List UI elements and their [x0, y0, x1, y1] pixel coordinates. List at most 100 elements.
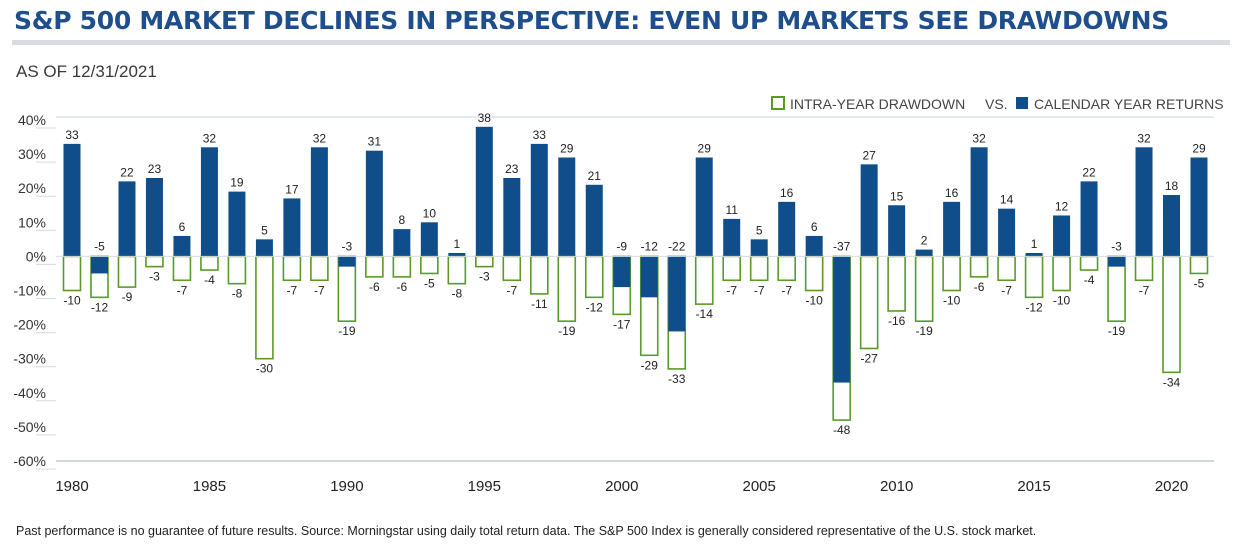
- drawdown-bar: [1162, 255, 1181, 374]
- y-tick-label: 20%: [18, 180, 46, 196]
- return-value-label: 32: [1137, 131, 1151, 145]
- return-value-label: 18: [1165, 179, 1179, 193]
- return-bar: [145, 177, 163, 257]
- return-bar: [860, 164, 878, 257]
- drawdown-value-label: -7: [287, 283, 298, 297]
- drawdown-bar: [694, 255, 714, 305]
- drawdown-bar: [145, 255, 164, 268]
- return-value-label: 5: [261, 223, 268, 237]
- drawdown-bar: [282, 255, 302, 282]
- drawdown-bar: [969, 255, 989, 278]
- y-tick-label: -50%: [13, 419, 46, 435]
- drawdown-bar: [914, 255, 934, 322]
- return-bar: [393, 229, 411, 257]
- drawdown-bar: [529, 255, 549, 295]
- drawdown-value-label: -17: [613, 317, 631, 331]
- return-bar: [943, 201, 961, 257]
- drawdown-bar: [255, 255, 274, 360]
- drawdown-value-label: -10: [805, 294, 823, 308]
- drawdown-value-label: -27: [860, 351, 878, 365]
- return-bar: [1108, 256, 1126, 267]
- return-value-label: 29: [698, 142, 712, 156]
- return-bars: [63, 126, 1208, 383]
- drawdown-bar: [172, 255, 192, 282]
- return-bar: [998, 208, 1016, 257]
- as-of-date: AS OF 12/31/2021: [16, 62, 157, 81]
- drawdown-value-label: -12: [586, 300, 604, 314]
- return-value-label: 12: [1055, 199, 1069, 213]
- drawdown-value-label: -19: [338, 324, 356, 338]
- drawdown-value-label: -19: [558, 324, 576, 338]
- return-value-label: 5: [756, 223, 763, 237]
- return-bar: [613, 256, 631, 288]
- drawdown-value-label: -3: [479, 270, 490, 284]
- drawdown-value-label: -5: [424, 276, 435, 290]
- drawdown-value-label: -7: [1139, 283, 1150, 297]
- y-tick-label: 40%: [18, 112, 46, 128]
- legend-swatch-drawdown: [771, 96, 785, 110]
- return-bar: [1190, 157, 1208, 257]
- return-value-label: 22: [120, 165, 134, 179]
- drawdown-value-label: -29: [641, 358, 659, 372]
- return-bar: [888, 205, 906, 257]
- x-tick-label: 2005: [743, 478, 776, 495]
- drawdown-bar: [447, 255, 467, 285]
- return-value-label: 27: [862, 148, 876, 162]
- y-axis: 40% 30% 20% 10% 0% -10% -20% -30% -40% -50% -60%: [13, 112, 56, 470]
- return-value-label: 6: [179, 220, 186, 234]
- drawdown-bar: [997, 255, 1016, 282]
- y-tick-label: 30%: [18, 146, 46, 162]
- return-bar: [90, 256, 108, 274]
- return-bar: [723, 218, 741, 257]
- return-value-label: 22: [1082, 165, 1096, 179]
- return-bar: [1163, 195, 1181, 257]
- return-value-label: -5: [94, 239, 105, 253]
- drawdown-bar: [859, 255, 879, 350]
- drawdown-bar: [420, 255, 439, 275]
- return-bar: [338, 256, 356, 267]
- return-value-label: 21: [588, 169, 602, 183]
- drawdown-bar: [1134, 255, 1154, 282]
- return-value-label: 6: [811, 220, 818, 234]
- return-value-label: 23: [505, 162, 519, 176]
- drawdown-bar: [117, 255, 137, 288]
- return-value-label: 16: [945, 186, 959, 200]
- legend-label-returns: CALENDAR YEAR RETURNS: [1034, 96, 1224, 112]
- return-value-label: 11: [725, 203, 738, 217]
- drawdown-bar: [502, 255, 522, 282]
- drawdown-value-label: -33: [668, 372, 686, 386]
- return-value-label: 31: [368, 135, 382, 149]
- drawdown-value-label: -8: [232, 287, 243, 301]
- drawdown-value-label: -7: [781, 283, 792, 297]
- legend-separator: VS.: [985, 96, 1008, 112]
- x-tick-label: 1995: [468, 478, 501, 495]
- return-value-label: 17: [285, 182, 299, 196]
- drawdown-bar: [557, 255, 577, 322]
- drawdown-value-label: -16: [888, 314, 906, 328]
- title-divider: [12, 40, 1230, 45]
- return-bar: [365, 150, 383, 257]
- drawdown-value-label: -12: [91, 300, 109, 314]
- return-bar: [668, 256, 686, 332]
- drawdown-value-label: -10: [63, 294, 81, 308]
- drawdown-bar: [1052, 255, 1071, 292]
- return-value-label: 33: [533, 128, 547, 142]
- drawdown-value-label: -7: [754, 283, 765, 297]
- drawdown-chart: INTRA-YEAR DRAWDOWN VS. CALENDAR YEAR RE…: [13, 96, 1224, 495]
- return-value-label: -37: [833, 239, 851, 253]
- drawdown-value-label: -34: [1163, 375, 1181, 389]
- legend-label-drawdown: INTRA-YEAR DRAWDOWN: [790, 96, 965, 112]
- drawdown-value-label: -5: [1194, 276, 1205, 290]
- return-bar: [173, 235, 191, 257]
- return-value-label: -3: [1111, 239, 1122, 253]
- return-bar: [1135, 147, 1153, 257]
- drawdown-bar: [475, 255, 494, 268]
- y-tick-label: -30%: [13, 351, 46, 367]
- drawdown-bar: [1189, 255, 1209, 275]
- return-bar: [1080, 181, 1098, 257]
- drawdown-value-label: -4: [204, 273, 215, 287]
- return-bar: [585, 184, 603, 257]
- return-bar: [1025, 252, 1043, 257]
- drawdown-value-label: -6: [974, 280, 985, 294]
- return-bar: [503, 177, 521, 257]
